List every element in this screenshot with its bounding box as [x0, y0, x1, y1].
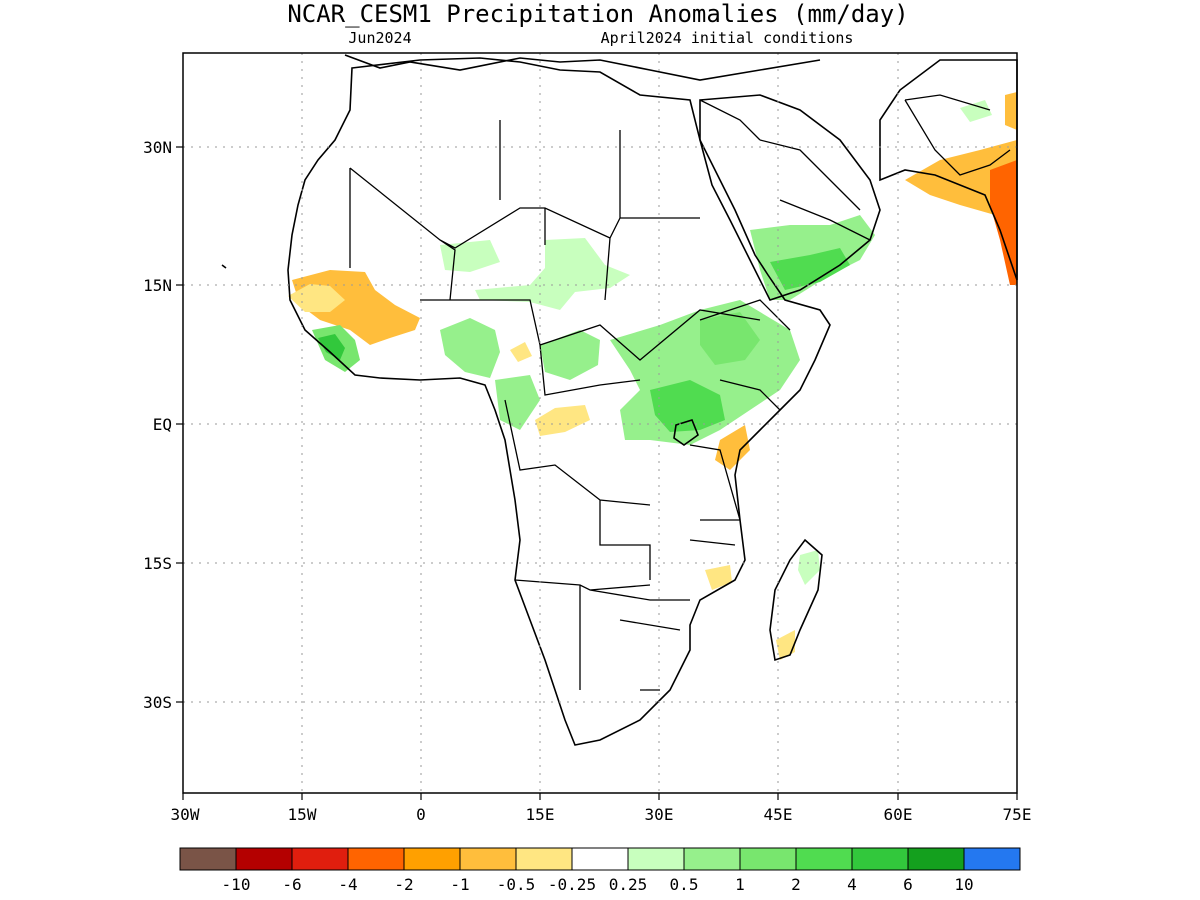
legend-swatch-2 — [291, 847, 349, 871]
anomaly-patch-chad-wet — [475, 238, 630, 310]
legend-label-11: 4 — [847, 875, 857, 894]
legend-swatch-4 — [403, 847, 461, 871]
legend-label-3: -2 — [394, 875, 413, 894]
anomaly-patch-guinea-wet-dark — [318, 334, 345, 360]
anomaly-patch-yemen-wet — [770, 248, 850, 290]
anomaly-patch-nigeria-wet — [440, 318, 500, 378]
legend-label-10: 2 — [791, 875, 801, 894]
country-borders-arabia — [699, 99, 871, 241]
legend-swatch-3 — [347, 847, 405, 871]
anomaly-patch-mozambique-dry — [705, 565, 732, 590]
map-subtitle-left: Jun2024 — [348, 29, 411, 47]
madagascar-coastline — [769, 538, 823, 662]
legend-swatch-13 — [907, 847, 965, 871]
legend-swatch-8 — [627, 847, 685, 871]
anomaly-patch-cameroon-dry — [510, 342, 532, 362]
lat-label-30s: 30S — [143, 693, 172, 712]
legend-label-1: -6 — [282, 875, 301, 894]
legend-swatch-0 — [179, 847, 237, 871]
anomaly-fill-layer — [288, 92, 1017, 660]
anomaly-patch-ethiopia-wet — [700, 312, 760, 365]
legend-swatch-9 — [683, 847, 741, 871]
anomaly-patch-congo-dry — [535, 405, 590, 436]
anomaly-patch-northiran-dry — [1005, 92, 1017, 130]
anomaly-patch-madagascar-wet — [798, 550, 820, 585]
anomaly-patch-pakistan-dry — [990, 160, 1017, 285]
legend-swatch-1 — [235, 847, 293, 871]
legend-swatch-10 — [739, 847, 797, 871]
lon-label-45e: 45E — [764, 805, 793, 824]
lon-label-30w: 30W — [171, 805, 200, 824]
legend-label-4: -1 — [450, 875, 469, 894]
lat-label-30n: 30N — [143, 138, 172, 157]
anomaly-patch-kenya-dry — [715, 425, 750, 470]
country-borders-asia — [904, 94, 1011, 176]
legend-swatch-14 — [963, 847, 1021, 871]
anomaly-patch-car-wet — [540, 330, 600, 380]
country-borders-north — [349, 120, 700, 301]
gridlines — [183, 53, 1017, 793]
lon-label-15w: 15W — [288, 805, 317, 824]
map-subtitle-right: April2024 initial conditions — [601, 29, 854, 47]
legend-label-12: 6 — [903, 875, 913, 894]
lat-label-15s: 15S — [143, 554, 172, 573]
legend-label-6: -0.25 — [548, 875, 596, 894]
anomaly-patch-madagascar-dry — [776, 630, 795, 660]
legend-swatch-11 — [795, 847, 853, 871]
lon-labels: 30W 15W 0 15E 30E 45E 60E 75E — [171, 805, 1032, 824]
country-borders-central — [420, 299, 761, 580]
arabia-coastline — [699, 94, 881, 301]
lon-label-30e: 30E — [645, 805, 674, 824]
anomaly-patch-congo-wet — [495, 375, 540, 430]
anomaly-patch-westafrica-dry-light — [288, 284, 345, 312]
anomaly-patch-caspian-wet — [960, 100, 992, 122]
legend-label-13: 10 — [954, 875, 973, 894]
legend-label-0: -10 — [222, 875, 251, 894]
country-borders-south — [514, 579, 690, 691]
tick-marks — [176, 146, 1018, 800]
lat-label-eq: EQ — [153, 415, 172, 434]
legend-swatch-12 — [851, 847, 909, 871]
legend-label-8: 0.5 — [670, 875, 699, 894]
lon-label-15e: 15E — [526, 805, 555, 824]
lon-label-0: 0 — [416, 805, 426, 824]
map-frame — [182, 52, 1018, 794]
legend-label-9: 1 — [735, 875, 745, 894]
legend-swatch-7 — [571, 847, 629, 871]
legend-label-7: 0.25 — [609, 875, 648, 894]
lon-label-60e: 60E — [884, 805, 913, 824]
lon-label-75e: 75E — [1003, 805, 1032, 824]
lat-label-15n: 15N — [143, 276, 172, 295]
legend-swatch-6 — [515, 847, 573, 871]
lake-victoria — [673, 419, 699, 446]
country-borders-east — [689, 299, 791, 546]
madeira-island — [221, 264, 227, 269]
africa-coastline — [287, 57, 831, 746]
coastline-layer — [221, 54, 1018, 746]
border-layer — [349, 94, 1011, 691]
europe-coastline — [344, 54, 821, 81]
legend-colorbar: -10 -6 -4 -2 -1 -0.5 -0.25 0.25 0.5 1 2 4 6 10 — [179, 847, 1021, 894]
anomaly-patch-uganda-wet — [650, 380, 725, 432]
legend-swatch-5 — [459, 847, 517, 871]
legend-label-2: -4 — [338, 875, 357, 894]
anomaly-patch-iran-dry — [905, 140, 1017, 215]
legend-label-5: -0.5 — [497, 875, 536, 894]
map-plot-area: 30N 15N EQ 15S 30S 30W 15W 0 15E 30E 45E… — [143, 52, 1032, 824]
asia-coastline — [879, 59, 1018, 281]
map-title: NCAR_CESM1 Precipitation Anomalies (mm/d… — [287, 0, 908, 28]
lat-labels: 30N 15N EQ 15S 30S — [143, 138, 172, 712]
